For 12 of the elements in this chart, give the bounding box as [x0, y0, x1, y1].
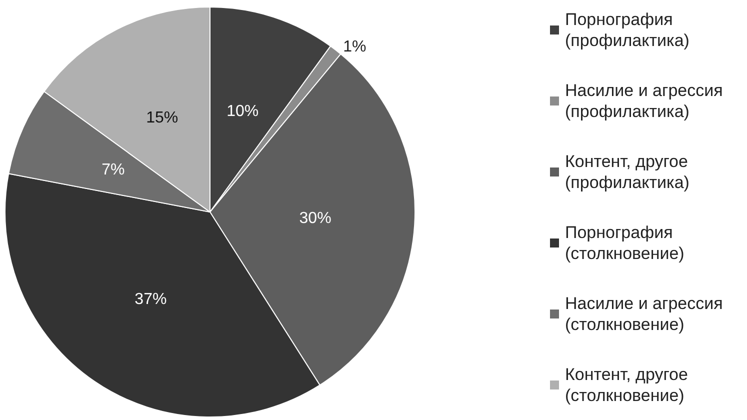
- legend-label: Порнография (профилактика): [565, 10, 690, 50]
- data-label: 30%: [299, 210, 332, 228]
- legend-label: Насилие и агрессия (профилактика): [565, 81, 723, 121]
- legend-label: Насилие и агрессия (столкновение): [565, 294, 723, 334]
- data-label: 15%: [146, 110, 178, 126]
- legend-label: Порнография (столкновение): [565, 223, 684, 263]
- data-label: 37%: [134, 290, 167, 308]
- data-label: 7%: [102, 162, 125, 179]
- legend-label: Контент, другое (профилактика): [565, 152, 690, 192]
- data-label: 10%: [226, 103, 259, 120]
- data-label: 1%: [343, 38, 366, 56]
- legend-label: Контент, другое (столкновение): [565, 365, 688, 405]
